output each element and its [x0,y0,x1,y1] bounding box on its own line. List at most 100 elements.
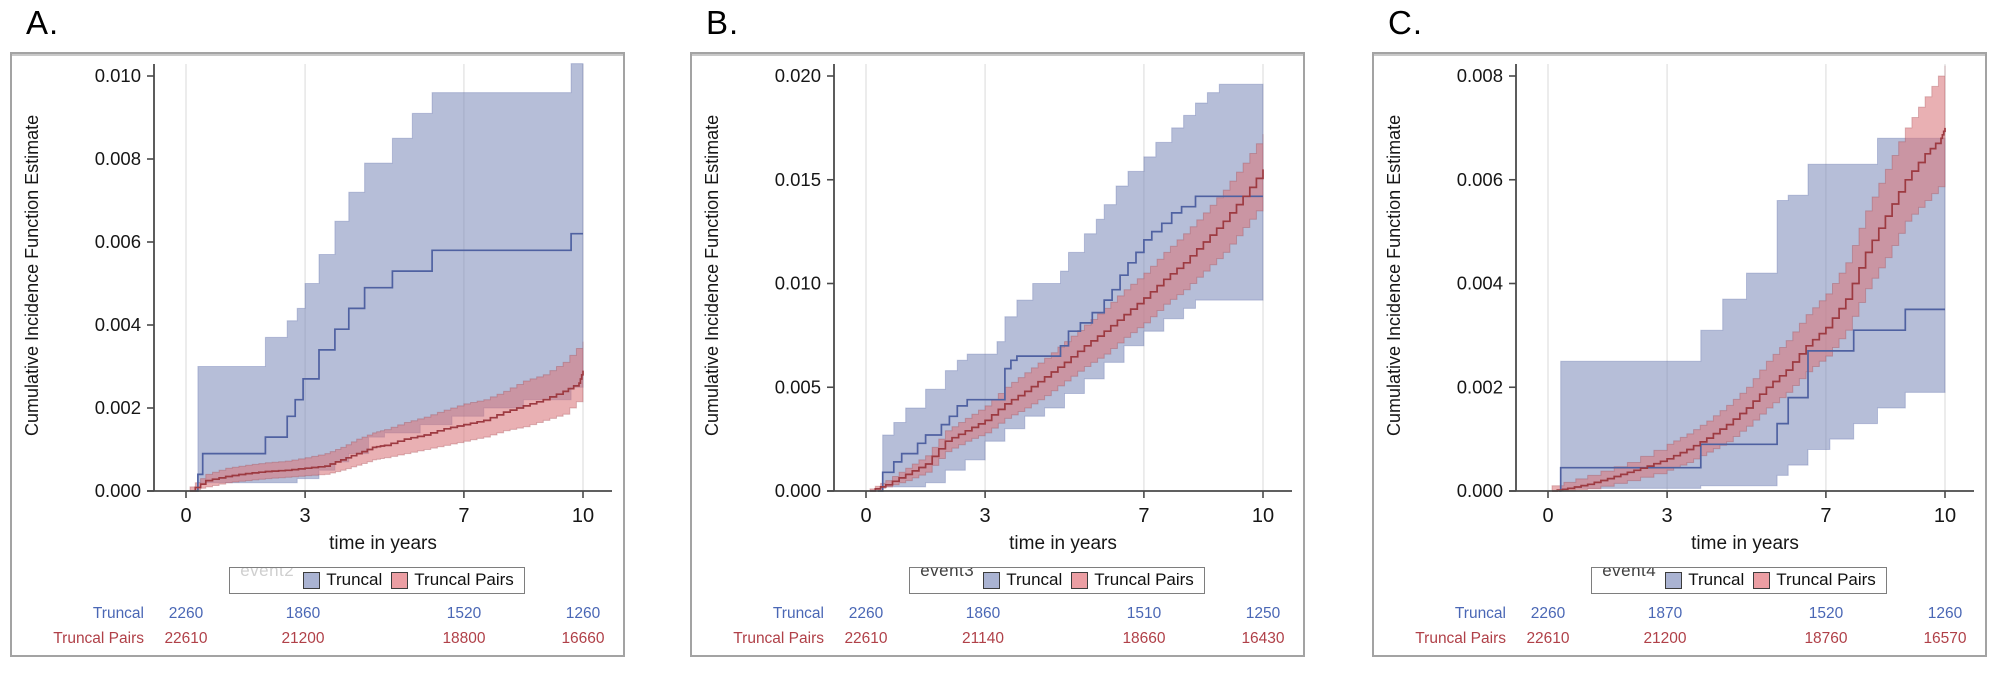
truncal-legend-label: Truncal [1688,570,1745,589]
panel-c-letter: C. [1388,4,1423,41]
x-tick-label: 7 [1138,505,1149,524]
truncal-pairs-legend-label: Truncal Pairs [1776,570,1876,589]
legend: event2 Truncal Truncal Pairs [142,567,612,594]
y-tick-label: 0.004 [95,314,141,335]
risk-row-truncal: Truncal 2260 1860 1520 1260 [12,605,627,627]
legend-strata-label-clipped: event3 [920,567,975,580]
legend: event3 Truncal Truncal Pairs [822,567,1292,594]
y-tick-label: 0.008 [95,148,141,169]
y-tick-label: 0.000 [775,480,821,501]
x-tick-label: 10 [1252,505,1274,524]
risk-row-truncal-pairs: Truncal Pairs 22610 21200 18760 16570 [1374,630,1989,652]
truncal-legend-swatch [1665,571,1683,589]
y-tick-label: 0.002 [95,397,141,418]
cif-plot-c: 0.000 0.002 0.004 0.006 0.008 0 3 7 10 [1457,64,1974,524]
risk-value: 22610 [844,630,888,647]
truncal-pairs-legend-swatch [391,571,409,589]
risk-value: 2260 [848,605,884,622]
x-tick-label: 10 [572,505,594,524]
risk-value: 21140 [962,630,1004,647]
y-tick-label: 0.008 [1457,65,1503,86]
truncal-legend-swatch [303,571,321,589]
risk-value: 2260 [1530,605,1566,622]
y-tick-label: 0.002 [1457,376,1503,397]
panel-b-letter: B. [706,4,740,41]
risk-label: Truncal Pairs [53,630,144,647]
risk-row-truncal: Truncal 2260 1860 1510 1250 [692,605,1307,627]
truncal-line [877,195,1263,492]
risk-value: 1260 [1927,605,1963,622]
x-tick-label: 3 [980,505,991,524]
x-axis-title: time in years [1691,533,1799,554]
y-tick-label: 0.000 [1457,480,1503,501]
y-tick-label: 0.000 [95,480,141,501]
y-tick-label: 0.010 [95,65,141,86]
risk-label: Truncal [772,605,824,622]
truncal-pairs-legend-label: Truncal Pairs [414,570,514,589]
truncal-pairs-legend-label: Truncal Pairs [1094,570,1194,589]
y-axis-title: Cumulative Incidence Function Estimate [22,114,42,436]
risk-value: 1520 [1808,605,1844,622]
x-tick-label: 3 [1662,505,1673,524]
y-tick-label: 0.010 [775,273,821,294]
risk-value: 18660 [1122,630,1166,647]
x-tick-label: 10 [1934,505,1956,524]
risk-value: 21200 [281,630,325,647]
y-axis-title: Cumulative Incidence Function Estimate [1384,114,1404,436]
truncal-legend-label: Truncal [1006,570,1063,589]
truncal-pairs-band [1551,65,1946,492]
truncal-line [195,232,583,492]
truncal-pairs-legend-swatch [1753,571,1771,589]
y-tick-label: 0.015 [775,169,821,190]
risk-value: 2260 [168,605,204,622]
y-tick-label: 0.006 [95,231,141,252]
risk-value: 1860 [285,605,321,622]
risk-row-truncal: Truncal 2260 1870 1520 1260 [1374,605,1989,627]
panel-b-box: 0.000 0.005 0.010 0.015 0.020 0 3 7 10 Cumulativ… [690,52,1305,657]
truncal-legend-swatch [983,571,1001,589]
panel-a-box: 0.000 0.002 0.004 0.006 0.008 0.010 0 3 7 10 Cumu… [10,52,625,657]
risk-value: 18800 [442,630,486,647]
risk-value: 1250 [1245,605,1281,622]
risk-label: Truncal Pairs [733,630,824,647]
risk-value: 22610 [1526,630,1570,647]
truncal-pairs-line [1552,127,1946,492]
x-axis-title: time in years [329,533,437,554]
risk-value: 16660 [561,630,605,647]
risk-value: 1260 [565,605,601,622]
truncal-pairs-line [190,370,584,492]
truncal-line [1559,308,1945,492]
legend-strata-label-clipped: event4 [1602,567,1657,580]
cif-plot-a: 0.000 0.002 0.004 0.006 0.008 0.010 0 3 7 10 [95,63,612,524]
risk-label: Truncal Pairs [1415,630,1506,647]
x-tick-label: 3 [300,505,311,524]
truncal-legend-label: Truncal [326,570,383,589]
risk-label: Truncal [1454,605,1506,622]
truncal-band [882,83,1264,488]
x-tick-label: 7 [458,505,469,524]
risk-value: 16570 [1923,630,1967,647]
legend-strata-label-clipped: event2 [240,567,295,580]
risk-value: 1520 [446,605,482,622]
truncal-pairs-legend-swatch [1071,571,1089,589]
legend: event4 Truncal Truncal Pairs [1504,567,1974,594]
x-tick-label: 7 [1820,505,1831,524]
risk-value: 16430 [1241,630,1285,647]
risk-row-truncal-pairs: Truncal Pairs 22610 21140 18660 16430 [692,630,1307,652]
x-axis-title: time in years [1009,533,1117,554]
panel-c-box: 0.000 0.002 0.004 0.006 0.008 0 3 7 10 Cumulativ… [1372,52,1987,657]
x-tick-label: 0 [180,505,191,524]
risk-value: 1510 [1126,605,1162,622]
y-tick-label: 0.005 [775,376,821,397]
y-axis-title: Cumulative Incidence Function Estimate [702,114,722,436]
risk-value: 1870 [1647,605,1683,622]
x-tick-label: 0 [860,505,871,524]
cif-plot-b: 0.000 0.005 0.010 0.015 0.020 0 3 7 10 [775,64,1292,524]
risk-label: Truncal [92,605,144,622]
y-tick-label: 0.020 [775,65,821,86]
truncal-band [1560,137,1946,489]
risk-value: 22610 [164,630,208,647]
truncal-pairs-band [869,134,1264,492]
panel-a-letter: A. [26,4,60,41]
